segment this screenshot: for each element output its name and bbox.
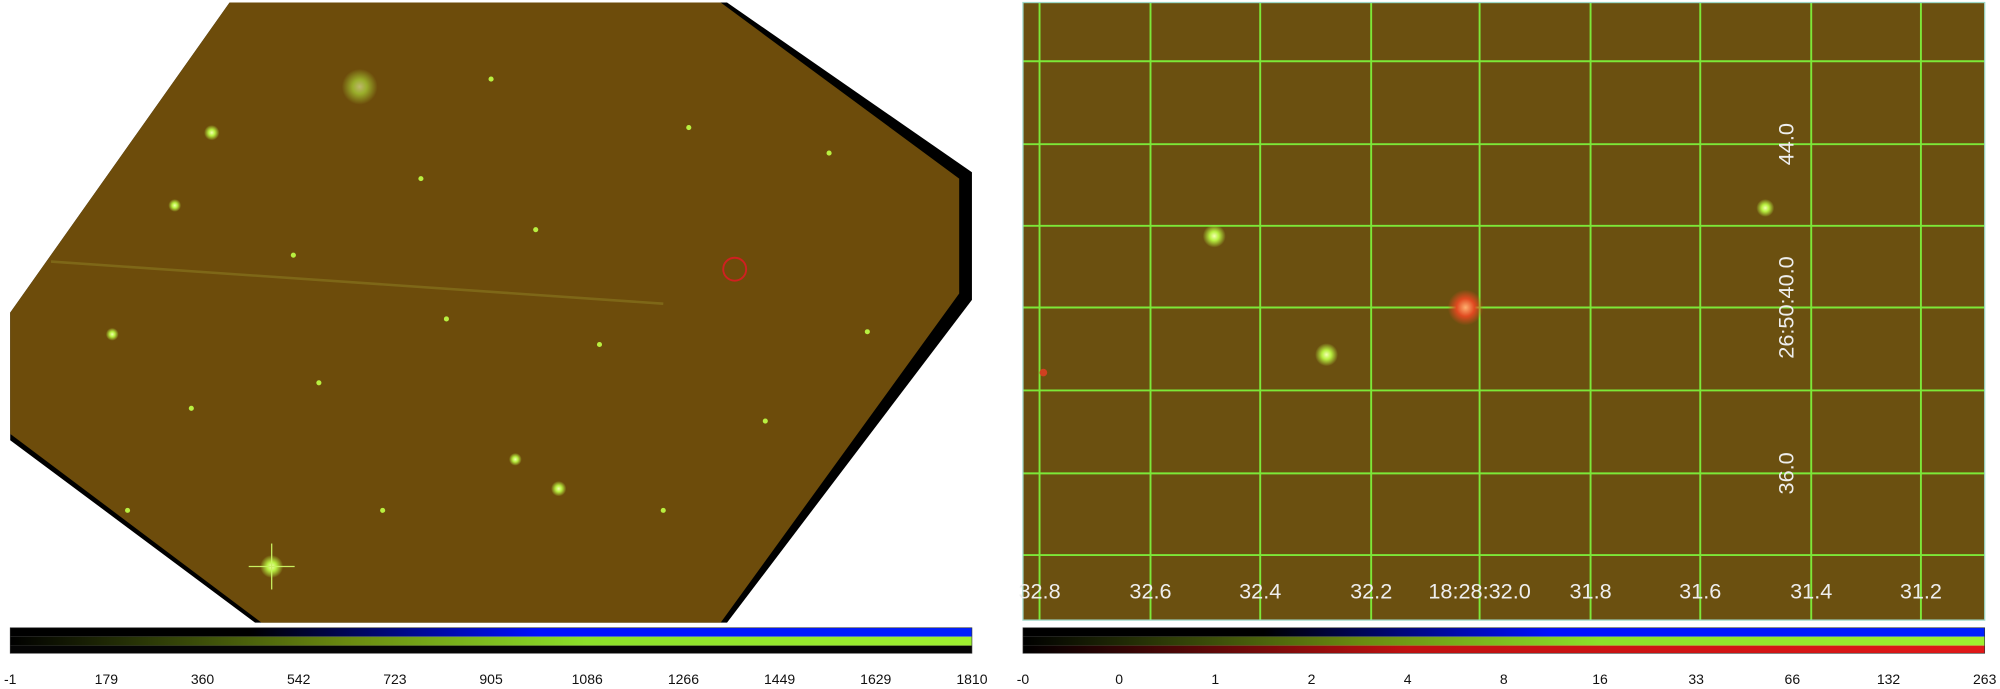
colorbar-label: 8: [1500, 671, 1508, 687]
dec-label: 36.0: [1773, 452, 1798, 494]
colorbar-label: 1: [1211, 671, 1219, 687]
colorbar-label: 360: [191, 671, 215, 687]
colorbar-label: 4: [1404, 671, 1412, 687]
coordinate-grid: [1022, 2, 1985, 621]
ra-label: 31.2: [1900, 578, 1942, 603]
colorbar-label: -0: [1017, 671, 1030, 687]
ra-label: 32.2: [1350, 578, 1392, 603]
ra-label: 32.6: [1129, 578, 1171, 603]
colorbar-label: 179: [95, 671, 119, 687]
colorbar-label: 1086: [572, 671, 603, 687]
colorbar-label: 16: [1592, 671, 1608, 687]
ra-label: 32.4: [1239, 578, 1281, 603]
colorbar-label: 132: [1877, 671, 1901, 687]
colorbar-label: 66: [1785, 671, 1801, 687]
ra-label: 18:28:32.0: [1428, 578, 1530, 603]
ra-label: 31.6: [1679, 578, 1721, 603]
colorbar-label: 542: [287, 671, 311, 687]
right-image: [1022, 2, 1985, 621]
colorbar-label: 905: [479, 671, 503, 687]
colorbar-label: 0: [1115, 671, 1123, 687]
colorbar-label: 723: [383, 671, 407, 687]
colorbar-label: 1266: [668, 671, 699, 687]
left-image: [10, 2, 972, 623]
left-colorbar: [9, 627, 973, 654]
ra-label: 31.4: [1790, 578, 1832, 603]
panel-frame: [1022, 1, 1986, 621]
colorbar-label: 1810: [956, 671, 987, 687]
colorbar-label: 33: [1688, 671, 1704, 687]
colorbar-label: 2: [1308, 671, 1316, 687]
ra-label: 32.8: [1018, 578, 1060, 603]
colorbar-label: -1: [4, 671, 17, 687]
ra-label: 31.8: [1569, 578, 1611, 603]
right-colorbar: [1022, 627, 1986, 654]
dec-label: 26:50:40.0: [1773, 256, 1798, 358]
colorbar-label: 1629: [860, 671, 891, 687]
colorbar-label: 1449: [764, 671, 795, 687]
dec-label: 44.0: [1773, 123, 1798, 165]
colorbar-label: 263: [1973, 671, 1997, 687]
